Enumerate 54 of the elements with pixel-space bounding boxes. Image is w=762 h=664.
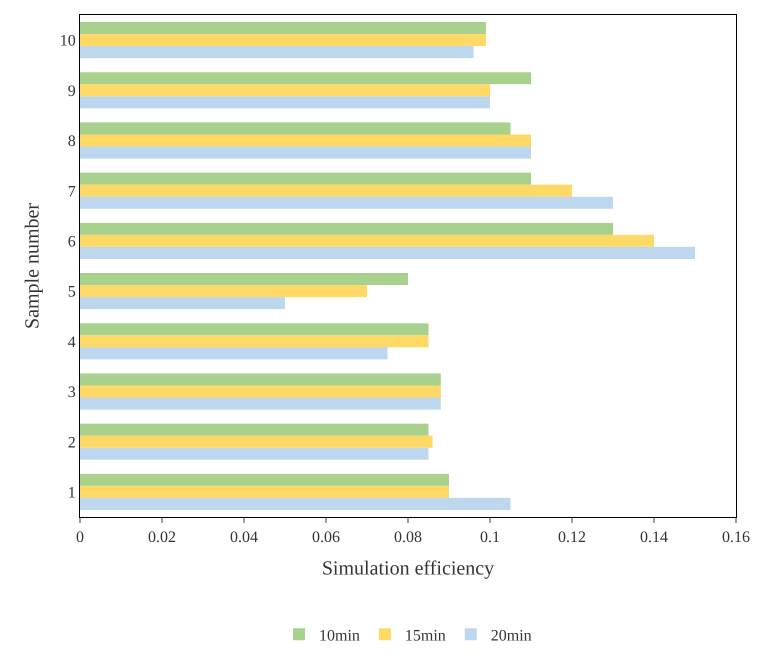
bar xyxy=(80,34,486,46)
bar xyxy=(80,46,474,58)
bar xyxy=(80,436,433,448)
bar xyxy=(80,486,449,498)
bar xyxy=(80,424,428,436)
y-tick-label: 5 xyxy=(68,284,76,301)
x-axis-title: Simulation efficiency xyxy=(322,558,494,580)
bar xyxy=(80,448,428,460)
bar xyxy=(80,335,428,348)
bar xyxy=(80,474,449,486)
y-tick-label: 4 xyxy=(68,334,76,351)
legend-label: 20min xyxy=(490,628,532,645)
bar xyxy=(80,22,486,34)
bar xyxy=(80,146,531,159)
bar xyxy=(80,134,531,147)
bar xyxy=(80,285,367,298)
bar xyxy=(80,184,572,197)
bar xyxy=(80,196,613,209)
x-tick-label: 0.14 xyxy=(640,529,668,546)
bar xyxy=(80,72,531,84)
legend-label: 10min xyxy=(319,628,360,645)
bar xyxy=(80,96,490,108)
y-tick-label: 10 xyxy=(60,32,76,50)
x-tick-label: 0.08 xyxy=(394,529,422,546)
bar xyxy=(80,297,285,310)
x-tick-label: 0.12 xyxy=(558,529,586,546)
bar xyxy=(80,122,510,134)
x-tick-label: 0.02 xyxy=(148,529,176,546)
y-tick-label: 6 xyxy=(68,234,76,250)
y-tick-label: 1 xyxy=(68,484,76,502)
x-tick-label: 0.1 xyxy=(480,529,500,546)
x-tick-label: 0 xyxy=(76,529,84,546)
x-tick-label: 0.06 xyxy=(312,529,340,546)
bar xyxy=(80,172,531,185)
bar xyxy=(80,84,490,96)
y-tick-label: 9 xyxy=(68,82,76,100)
x-tick-label: 0.04 xyxy=(230,529,258,546)
y-tick-label: 2 xyxy=(68,434,76,452)
y-tick-label: 7 xyxy=(68,183,76,200)
bar xyxy=(80,347,388,360)
y-axis-title: Sample number xyxy=(21,202,44,330)
y-tick-label: 8 xyxy=(68,133,76,150)
bar xyxy=(80,398,441,410)
bar xyxy=(80,498,510,510)
x-tick-label: 0.16 xyxy=(722,529,750,546)
bar xyxy=(80,273,408,286)
bar xyxy=(80,222,613,235)
bar xyxy=(80,234,654,247)
bar xyxy=(80,385,441,398)
bar xyxy=(80,323,428,336)
y-tick-label: 3 xyxy=(68,384,76,402)
bar xyxy=(80,373,441,386)
bar xyxy=(80,246,695,259)
legend-label: 15min xyxy=(404,628,446,645)
